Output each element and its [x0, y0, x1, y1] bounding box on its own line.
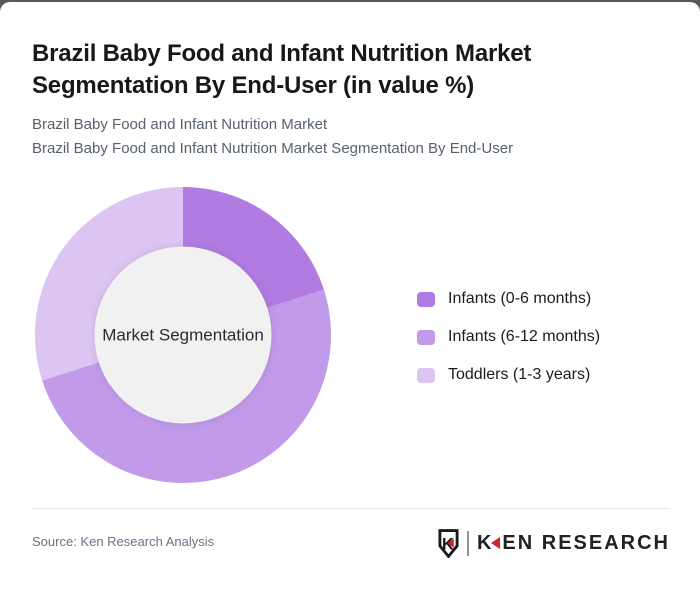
- legend-label: Toddlers (1-3 years): [448, 366, 591, 383]
- donut-center-label: Market Segmentation: [94, 246, 272, 424]
- legend-item: Infants (6-12 months): [417, 328, 600, 346]
- page-title: Brazil Baby Food and Infant Nutrition Ma…: [32, 40, 532, 99]
- subtitle-line-1: Brazil Baby Food and Infant Nutrition Ma…: [32, 116, 328, 133]
- legend-label: Infants (6-12 months): [448, 328, 601, 345]
- logo-separator: [466, 530, 469, 556]
- legend-label: Infants (0-6 months): [448, 290, 592, 307]
- source-note: Source: Ken Research Analysis: [32, 534, 215, 549]
- legend-swatch-infants-6-12: [417, 329, 435, 345]
- subtitle-line-2: Brazil Baby Food and Infant Nutrition Ma…: [32, 140, 514, 157]
- chart-legend: Infants (0-6 months) Infants (6-12 month…: [417, 290, 600, 384]
- legend-swatch-infants-0-6: [417, 291, 435, 307]
- logo-red-triangle-icon: [491, 537, 501, 549]
- logo-text-k: K: [476, 531, 494, 554]
- shield-monogram: K: [442, 535, 454, 553]
- shield-red-triangle: [447, 537, 454, 548]
- logo-text-rest: EN RESEARCH: [502, 531, 670, 554]
- chart-subtitle: Brazil Baby Food and Infant Nutrition Ma…: [32, 113, 513, 161]
- legend-swatch-toddlers-1-3: [417, 367, 435, 383]
- legend-item: Toddlers (1-3 years): [417, 366, 600, 384]
- shield-icon: K: [438, 528, 459, 558]
- legend-item: Infants (0-6 months): [417, 290, 600, 308]
- donut-chart: Market Segmentation: [35, 187, 331, 483]
- footer-divider: [32, 508, 670, 509]
- ken-research-logo: K K EN RESEARCH: [438, 528, 670, 558]
- logo-wordmark: K EN RESEARCH: [477, 532, 670, 555]
